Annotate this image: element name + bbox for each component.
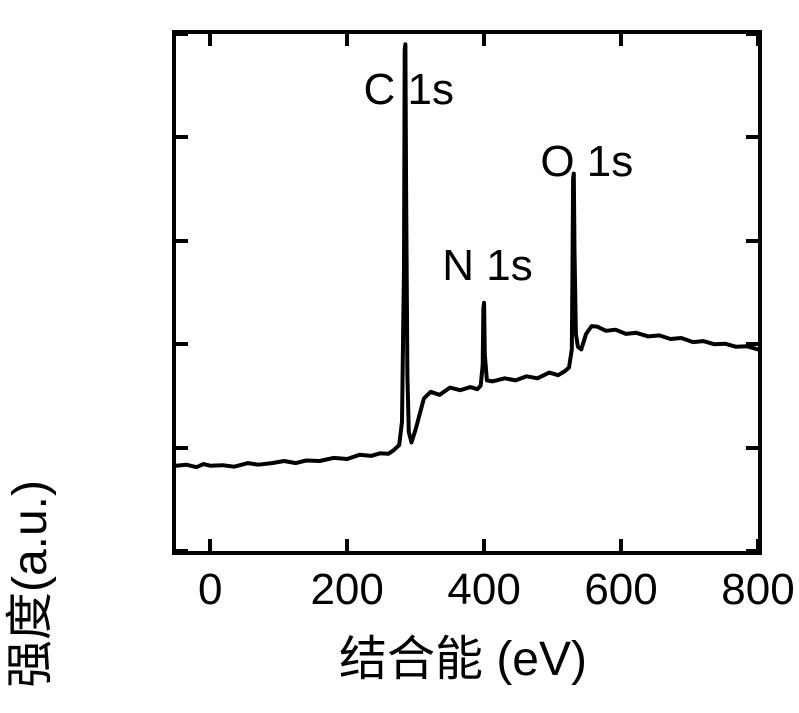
plot-box: C 1s N 1s O 1s 0 200 400 600 800 [172, 30, 762, 555]
y-tick [176, 135, 188, 139]
peak-label-c1s: C 1s [364, 65, 454, 115]
x-tick [345, 34, 349, 46]
x-tick [482, 34, 486, 46]
x-axis-label: 结合能 (eV) [172, 619, 754, 689]
y-tick [176, 446, 188, 450]
x-tick-label-3: 600 [584, 565, 657, 615]
y-tick [746, 342, 758, 346]
x-tick-label-0: 0 [198, 565, 222, 615]
y-tick [176, 239, 188, 243]
y-tick [746, 135, 758, 139]
x-tick [619, 34, 623, 46]
x-tick [619, 539, 623, 551]
y-tick [176, 342, 188, 346]
x-tick-label-4: 800 [721, 565, 794, 615]
peak-label-n1s: N 1s [442, 241, 532, 291]
x-tick [482, 539, 486, 551]
y-axis-label: 强度(a.u.) [0, 480, 60, 688]
x-tick-label-1: 200 [310, 565, 383, 615]
x-tick-label-2: 400 [447, 565, 520, 615]
peak-label-o1s: O 1s [540, 137, 633, 187]
y-tick [176, 549, 188, 553]
x-tick [208, 539, 212, 551]
x-tick [345, 539, 349, 551]
spectrum-line-svg [176, 34, 758, 551]
xps-chart-figure: C 1s N 1s O 1s 0 200 400 600 800 结合能 (eV… [0, 0, 799, 713]
y-tick [746, 239, 758, 243]
y-tick [746, 32, 758, 36]
y-tick [746, 446, 758, 450]
y-tick [176, 32, 188, 36]
x-tick [208, 34, 212, 46]
y-tick [746, 549, 758, 553]
